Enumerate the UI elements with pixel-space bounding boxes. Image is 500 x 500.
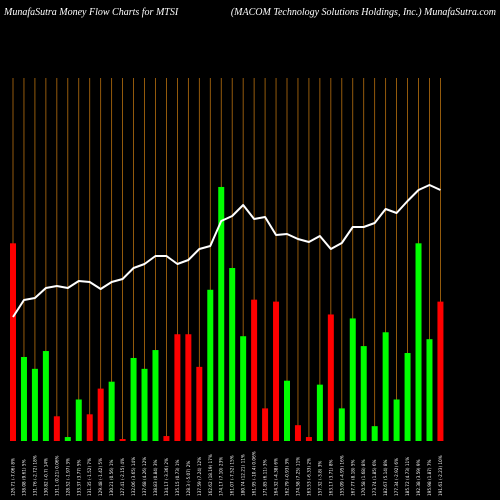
x-tick-label: 162.79 (-0.93) 3%	[285, 458, 290, 496]
flow-bar	[371, 426, 378, 441]
chart-subtitle: (MACOM Technology Solutions Holdings, In…	[230, 7, 496, 18]
flow-bar	[152, 350, 159, 441]
x-tick-label: 138.08 (9.61) 5%	[21, 459, 26, 496]
price-line-group	[12, 184, 441, 318]
flow-bar	[251, 299, 258, 441]
x-tick-label: 134.17 (-3.36) 2%	[164, 458, 169, 496]
flow-bar	[415, 243, 422, 441]
x-tick-label: 164.32 (-4.38) 6%	[274, 458, 279, 496]
flow-bar	[262, 408, 269, 441]
flow-bar	[229, 268, 236, 441]
x-tick-label: 131.1 (0.21) 0.06%	[54, 455, 59, 496]
flow-bars	[10, 186, 444, 441]
x-tick-label: 129.48 (-1.42) 5%	[98, 458, 103, 496]
flow-bar	[382, 332, 389, 441]
x-tick-label: 131.35 (-1.52) 7%	[87, 458, 92, 496]
flow-bar	[64, 437, 71, 441]
x-tick-label: 130.82 (-0.7) 14%	[43, 458, 48, 496]
x-tick-label: 138.83 (0.84) 3%	[153, 459, 158, 496]
flow-bar	[31, 368, 38, 441]
x-tick-label: 135.15 (0.73) 1%	[175, 459, 180, 496]
x-tick-label: 161.07 (-7.52) 15%	[230, 455, 235, 496]
flow-bar	[75, 399, 82, 441]
flow-bar	[196, 366, 203, 441]
flow-bar	[130, 357, 137, 441]
x-tick-label: 130.21 (0.56) 1%	[109, 459, 114, 496]
x-tick-label: 157.32 (-3.8) 3%	[317, 461, 322, 496]
flow-bar	[86, 414, 93, 441]
chart-title: MunafaSutra Money Flow Charts for MTSI	[4, 7, 179, 18]
x-tick-label: 126.71 (-7.06) 8%	[11, 458, 16, 496]
flow-bar	[97, 388, 104, 441]
x-tick-label: 191.61 (-2.23) 10%	[438, 455, 443, 496]
x-tick-label: 180.74 (12.21) 11%	[241, 454, 246, 496]
flow-bar	[273, 301, 280, 441]
flow-bar	[20, 356, 27, 441]
flow-bar	[207, 289, 214, 441]
x-tick-label: 127.41 (-2.15) 4%	[120, 458, 125, 496]
x-tick-label: 192.38 (3.59) 9%	[416, 459, 421, 496]
grid-lines	[12, 78, 441, 441]
x-axis-labels: 126.71 (-7.06) 8% 138.08 (9.61) 5% 131.76 …	[11, 451, 443, 496]
flow-bar	[53, 416, 60, 441]
x-tick-label: 137.59 (7.24) 12%	[197, 457, 202, 496]
flow-bar	[10, 243, 16, 441]
x-tick-label: 131.76 (-2.72) 18%	[32, 455, 37, 496]
price-line	[12, 184, 441, 318]
x-tick-label: 161.95 (-10.4) 0.06%	[252, 451, 257, 496]
x-tick-label: 163.17 (3.71) 8%	[328, 459, 333, 496]
x-tick-label: 185.72 (4.73) 11%	[405, 457, 410, 496]
flow-bar	[349, 318, 356, 441]
flow-bar	[163, 436, 170, 441]
x-tick-label: 170.58 (1.68) 8%	[361, 459, 366, 496]
flow-bar	[305, 437, 312, 441]
x-tick-label: 195.98 (1.87) 7%	[427, 459, 432, 496]
x-tick-label: 128.52 (-1.97) 3%	[65, 458, 70, 496]
x-tick-label: 132.06 (3.65) 14%	[131, 457, 136, 496]
flow-bar	[316, 384, 323, 441]
flow-bar	[327, 314, 334, 441]
flow-bar	[294, 425, 301, 441]
x-tick-label: 182.67 (5.14) 8%	[383, 459, 388, 496]
flow-bar	[284, 380, 290, 441]
x-tick-label: 174.17 (7.10) 23%	[219, 457, 224, 496]
x-tick-label: 137.68 (4.26) 12%	[142, 457, 147, 496]
flow-bar	[108, 381, 115, 441]
flow-bar	[42, 351, 49, 441]
x-tick-label: 177.34 (-2.92) 6%	[394, 458, 399, 496]
x-tick-label: 162.62 (18.19) 17%	[208, 454, 213, 496]
flow-bar	[338, 408, 345, 441]
flow-bar	[360, 346, 367, 441]
x-tick-label: 155.09 (-4.95) 16%	[339, 455, 344, 496]
x-tick-label: 174.58 (7.25) 11%	[295, 457, 300, 496]
flow-bar	[185, 334, 192, 441]
x-tick-label: 173.74 (1.85) 6%	[372, 459, 377, 496]
flow-bar	[218, 186, 225, 441]
flow-bar	[119, 439, 126, 441]
x-tick-label: 171.85 (6.11) 3%	[263, 459, 268, 496]
x-tick-label: 163.53 (-6.33) 2%	[306, 458, 311, 496]
flow-bar	[426, 339, 433, 441]
flow-bar	[404, 353, 411, 441]
x-tick-label: 133.37 (3.77) 5%	[76, 459, 81, 496]
flow-bar	[240, 336, 247, 441]
flow-bar	[141, 368, 148, 441]
flow-bar	[437, 301, 444, 441]
x-tick-label: 167.77 (8.18) 5%	[350, 459, 355, 496]
flow-bar	[174, 334, 181, 441]
flow-bar	[393, 399, 400, 441]
x-tick-label: 128.3 (-5.07) 2%	[186, 461, 191, 496]
